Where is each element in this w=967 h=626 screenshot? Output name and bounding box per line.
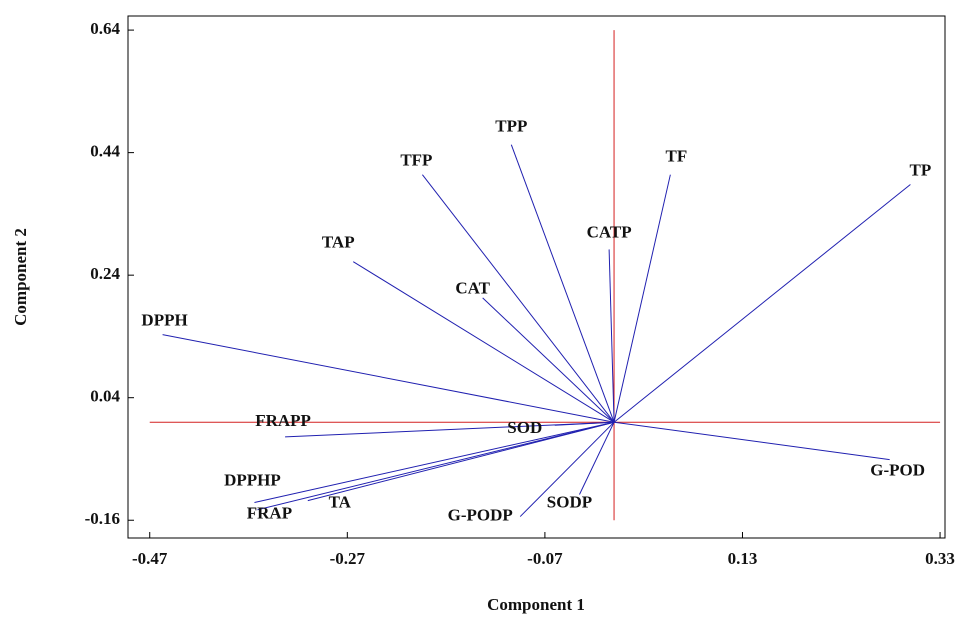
plot-frame [127, 15, 946, 539]
point-label: G-PODP [448, 505, 513, 524]
point-label: G-POD [870, 460, 925, 479]
point-label: SODP [547, 492, 592, 511]
point-label: TFP [400, 151, 432, 170]
point-label: FRAP [247, 504, 292, 523]
loading-vector [519, 421, 615, 517]
x-tick-label: -0.47 [132, 549, 168, 568]
loading-vector [613, 184, 911, 423]
loading-vector [307, 421, 615, 502]
point-label: SOD [507, 418, 542, 437]
x-tick-label: -0.27 [330, 549, 366, 568]
x-tick-label: -0.07 [527, 549, 563, 568]
point-label: FRAPP [255, 411, 311, 430]
loading-vector [162, 334, 615, 423]
loading-vector [579, 421, 615, 495]
point-label: TA [329, 493, 352, 512]
loading-vector [510, 144, 615, 423]
x-axis-title: Component 1 [487, 595, 585, 614]
point-label: TAP [322, 233, 355, 252]
point-label: DPPH [141, 310, 187, 329]
x-tick-label: 0.13 [728, 549, 758, 568]
point-label: CATP [587, 222, 632, 241]
point-label: TF [665, 147, 687, 166]
y-tick-label: 0.04 [90, 387, 120, 406]
loading-vector [554, 421, 615, 426]
y-tick-label: 0.24 [90, 264, 120, 283]
point-label: TP [910, 160, 932, 179]
loading-vector [422, 174, 615, 423]
loading-vector [254, 421, 615, 503]
point-label: TPP [495, 117, 527, 136]
point-label: CAT [455, 279, 490, 298]
loading-vector [608, 249, 615, 423]
y-tick-label: 0.44 [90, 142, 120, 161]
loading-vector [352, 261, 615, 423]
loading-vector [613, 421, 890, 461]
x-tick-label: 0.33 [925, 549, 955, 568]
point-label: DPPHP [224, 470, 281, 489]
y-tick-label: -0.16 [85, 509, 120, 528]
loading-vector [482, 297, 615, 423]
loading-vector [613, 174, 671, 423]
y-tick-label: 0.64 [90, 19, 120, 38]
loading-vector [257, 421, 615, 511]
y-axis-title: Component 2 [11, 228, 30, 326]
